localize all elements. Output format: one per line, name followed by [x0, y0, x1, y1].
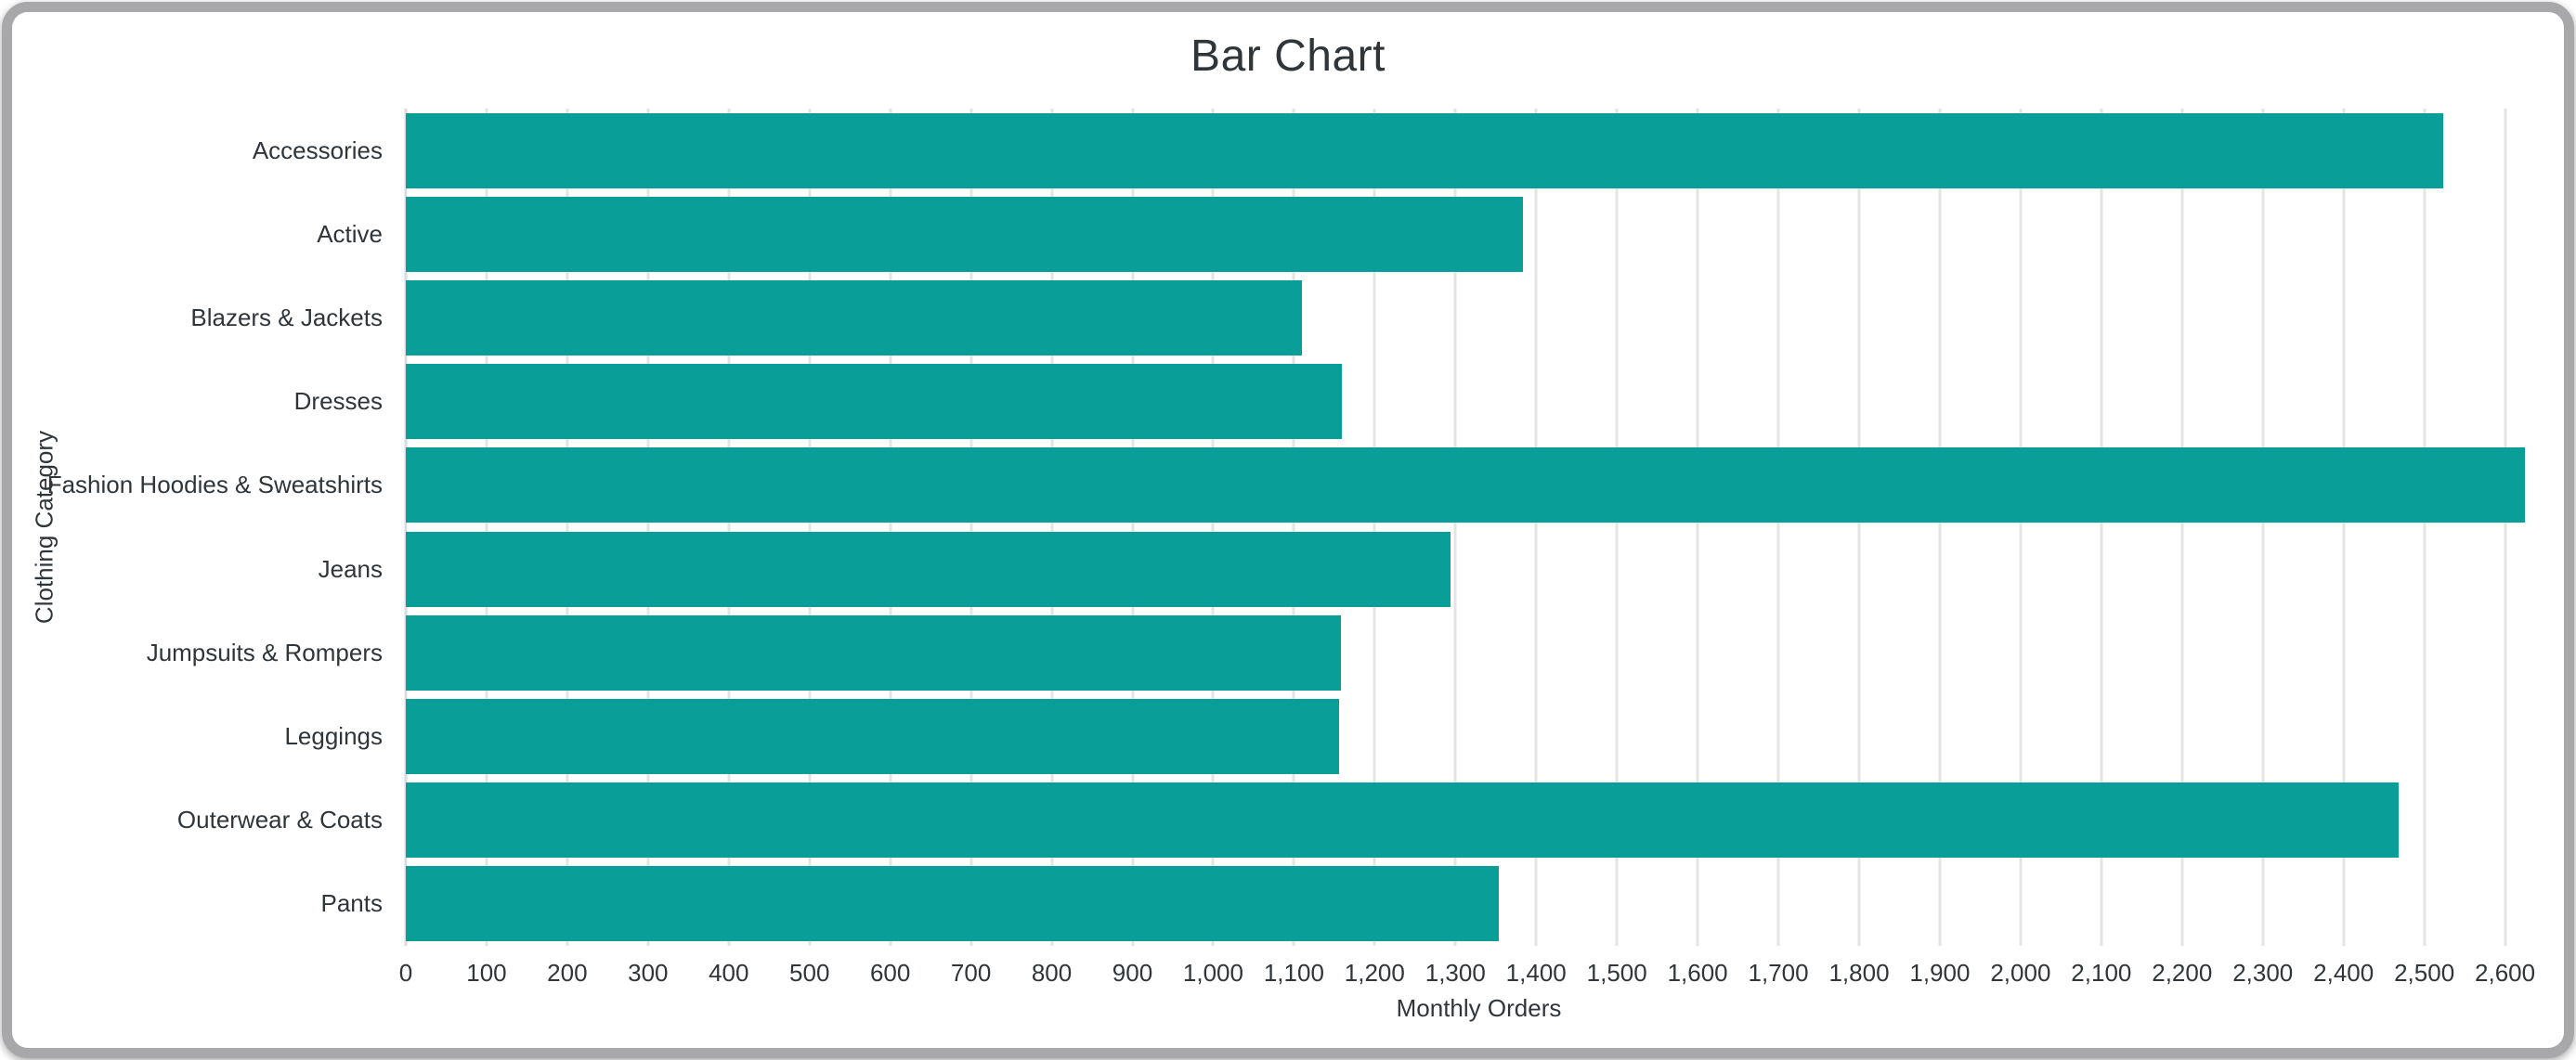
x-tick-label: 800	[1031, 959, 1073, 987]
category-label: Accessories	[252, 136, 383, 164]
x-tick-label: 1,100	[1263, 959, 1324, 987]
gridline	[889, 109, 892, 946]
gridline	[2180, 109, 2184, 946]
x-tick-label: 2,600	[2475, 959, 2536, 987]
x-tick-label: 2,100	[2071, 959, 2132, 987]
gridline	[646, 109, 650, 946]
gridline	[1373, 109, 1376, 946]
bar[interactable]	[406, 196, 1524, 272]
category-label: Active	[317, 219, 383, 248]
gridline	[1534, 109, 1538, 946]
x-axis-title: Monthly Orders	[1396, 994, 1562, 1022]
x-tick-label: 1,900	[1909, 959, 1971, 987]
x-tick-label: 1,000	[1182, 959, 1243, 987]
gridline	[1938, 109, 1942, 946]
bar[interactable]	[406, 782, 2399, 859]
x-tick-label: 1,800	[1828, 959, 1890, 987]
x-tick-label: 700	[950, 959, 992, 987]
chart-title: Bar Chart	[1190, 32, 1386, 81]
x-tick-label: 1,300	[1425, 959, 1486, 987]
bar[interactable]	[406, 364, 1342, 440]
bar[interactable]	[406, 614, 1341, 691]
category-label: Jumpsuits & Rompers	[146, 638, 383, 666]
x-tick-label: 0	[398, 959, 413, 987]
category-label: Outerwear & Coats	[176, 806, 383, 834]
y-axis-labels: Accessories Active Blazers & Jackets Dresse…	[0, 109, 383, 946]
category-label: Fashion Hoodies & Sweatshirts	[46, 471, 383, 499]
gridline	[2019, 109, 2023, 946]
gridline	[2261, 109, 2265, 946]
bar[interactable]	[406, 280, 1303, 355]
gridline	[1453, 109, 1457, 946]
x-tick-label: 900	[1112, 959, 1153, 987]
bar[interactable]	[406, 866, 1500, 942]
category-label: Jeans	[318, 554, 383, 583]
gridline	[727, 109, 731, 946]
x-tick-label: 1,200	[1344, 959, 1405, 987]
gridline	[1857, 109, 1861, 946]
category-label: Pants	[320, 889, 384, 918]
gridline	[969, 109, 973, 946]
gridline	[485, 109, 488, 946]
gridline	[1211, 109, 1215, 946]
gridline	[1050, 109, 1054, 946]
bar[interactable]	[406, 447, 2526, 524]
x-tick-label: 2,200	[2152, 959, 2213, 987]
x-tick-label: 1,500	[1586, 959, 1647, 987]
gridline	[2342, 109, 2346, 946]
gridline	[566, 109, 569, 946]
x-tick-label: 1,700	[1748, 959, 1809, 987]
category-label: Blazers & Jackets	[190, 303, 383, 331]
x-tick-label: 2,000	[1990, 959, 2051, 987]
gridline	[1292, 109, 1295, 946]
bar[interactable]	[406, 699, 1340, 774]
bar[interactable]	[406, 531, 1451, 607]
gridline	[1131, 109, 1134, 946]
gridline	[2504, 109, 2507, 946]
x-tick-label: 1,600	[1667, 959, 1728, 987]
plot-area	[404, 109, 2552, 946]
x-tick-label: 200	[547, 959, 588, 987]
x-tick-label: 1,400	[1505, 959, 1567, 987]
x-tick-label: 600	[869, 959, 911, 987]
x-tick-label: 2,500	[2394, 959, 2455, 987]
x-tick-label: 300	[628, 959, 669, 987]
category-label: Leggings	[284, 721, 383, 750]
x-tick-label: 100	[466, 959, 507, 987]
gridline	[2423, 109, 2426, 946]
x-axis-tick-labels: 0 100 200 300 400 500 600 700 800 900 1,000 1,100 1,…	[0, 959, 2576, 996]
gridline	[1776, 109, 1780, 946]
gridline	[1696, 109, 1699, 946]
gridline	[1615, 109, 1619, 946]
x-tick-label: 500	[789, 959, 830, 987]
x-tick-label: 2,400	[2313, 959, 2374, 987]
x-tick-label: 2,300	[2232, 959, 2294, 987]
category-label: Dresses	[293, 387, 383, 416]
gridline	[808, 109, 812, 946]
x-tick-label: 400	[709, 959, 749, 987]
y-axis-line	[404, 109, 408, 946]
gridline	[2100, 109, 2103, 946]
bar[interactable]	[406, 112, 2443, 188]
